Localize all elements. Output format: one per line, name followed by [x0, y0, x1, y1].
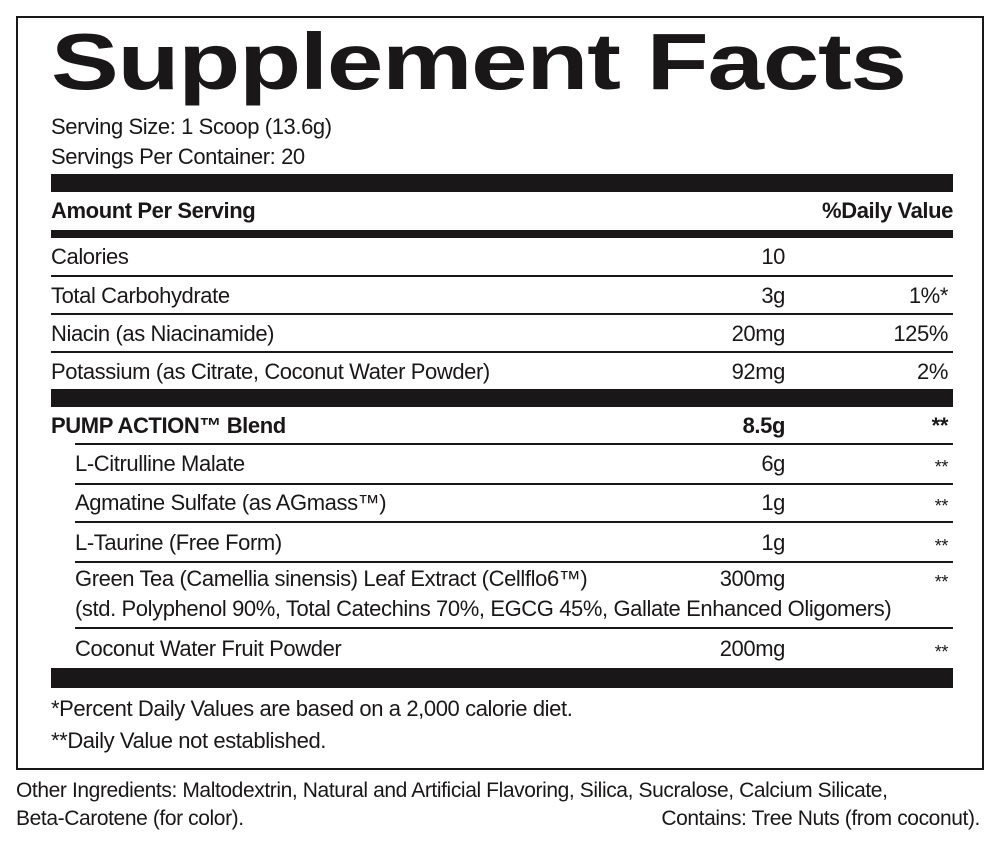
nutrient-name: Calories	[51, 244, 129, 269]
ingredient-name: L-Citrulline Malate	[75, 451, 245, 476]
ingredient-amount: 1g	[761, 490, 785, 515]
divider-thick	[51, 389, 953, 407]
nutrient-amount: 10	[761, 244, 785, 269]
serving-size: Serving Size: 1 Scoop (13.6g)	[51, 114, 332, 139]
ingredient-dv: **	[934, 572, 949, 592]
ingredient-name: Green Tea (Camellia sinensis) Leaf Extra…	[75, 566, 588, 591]
divider-thick	[51, 174, 953, 192]
allergen-statement: Contains: Tree Nuts (from coconut).	[661, 807, 980, 830]
ingredient-detail: (std. Polyphenol 90%, Total Catechins 70…	[75, 596, 892, 621]
ingredient-amount: 300mg	[719, 566, 786, 591]
ingredient-dv: **	[934, 642, 949, 662]
ingredient-amount: 6g	[761, 451, 785, 476]
panel-title: Supplement Facts	[51, 17, 907, 106]
ingredient-dv: **	[934, 457, 949, 477]
row-divider	[51, 275, 953, 277]
supplement-facts-panel	[16, 16, 984, 770]
other-ingredients-continued: Beta-Carotene (for color).	[16, 807, 244, 830]
nutrient-amount: 20mg	[731, 321, 786, 346]
row-divider	[75, 521, 953, 523]
daily-value-header: %Daily Value	[822, 198, 953, 223]
nutrient-name: Niacin (as Niacinamide)	[51, 321, 275, 346]
ingredient-name: L-Taurine (Free Form)	[75, 530, 282, 555]
row-divider	[51, 313, 953, 315]
row-divider	[75, 561, 953, 563]
amount-per-serving-header: Amount Per Serving	[51, 198, 256, 223]
row-divider	[75, 443, 953, 445]
row-divider	[75, 483, 953, 485]
servings-per-container: Servings Per Container: 20	[51, 144, 305, 169]
footnote-daily-values: *Percent Daily Values are based on a 2,0…	[51, 696, 573, 721]
footnote-not-established: **Daily Value not established.	[51, 728, 326, 753]
ingredient-dv: **	[934, 496, 949, 516]
divider-thick	[51, 668, 953, 688]
nutrient-dv: 2%	[917, 359, 948, 384]
other-ingredients: Other Ingredients: Maltodextrin, Natural…	[16, 779, 888, 802]
nutrient-dv: 1%*	[908, 283, 949, 308]
divider-medium	[51, 230, 953, 238]
ingredient-amount: 200mg	[719, 636, 786, 661]
nutrient-amount: 3g	[761, 283, 785, 308]
ingredient-name: Coconut Water Fruit Powder	[75, 636, 342, 661]
nutrient-name: Potassium (as Citrate, Coconut Water Pow…	[51, 359, 490, 384]
blend-name: PUMP ACTION™ Blend	[51, 413, 286, 438]
nutrient-name: Total Carbohydrate	[51, 283, 230, 308]
ingredient-amount: 1g	[761, 530, 785, 555]
nutrient-dv: 125%	[893, 321, 948, 346]
row-divider	[51, 351, 953, 353]
ingredient-name: Agmatine Sulfate (as AGmass™)	[75, 490, 387, 515]
row-divider	[75, 627, 953, 629]
nutrient-amount: 92mg	[731, 359, 786, 384]
blend-dv: **	[931, 413, 949, 438]
blend-amount: 8.5g	[742, 413, 786, 438]
ingredient-dv: **	[934, 536, 949, 556]
